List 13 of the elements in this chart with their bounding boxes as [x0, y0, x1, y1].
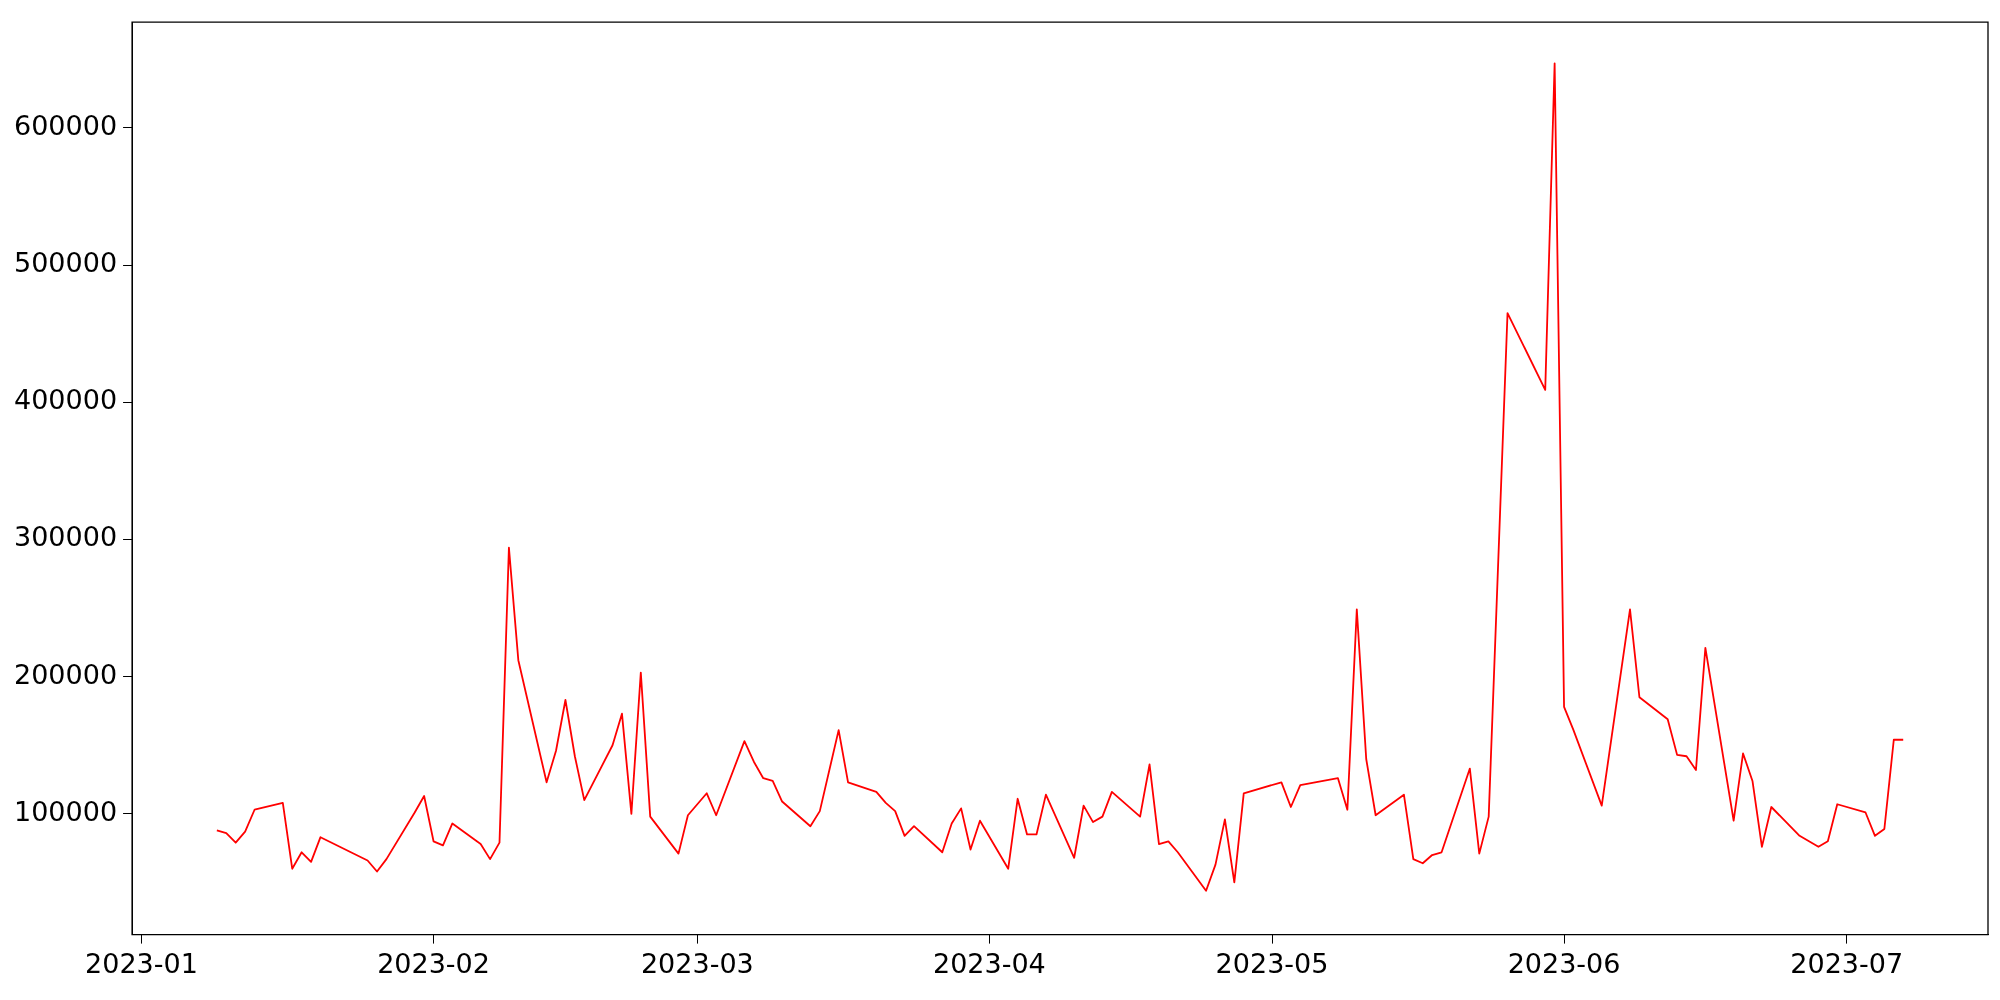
y-tick-label: 400000 — [13, 384, 118, 416]
y-tick-label: 300000 — [13, 521, 118, 553]
y-tick-label: 100000 — [13, 795, 118, 827]
y-tick-label: 500000 — [13, 247, 118, 279]
x-tick-label: 2023-03 — [640, 947, 754, 979]
x-tick-label: 2023-07 — [1790, 947, 1904, 979]
x-tick-label: 2023-05 — [1215, 947, 1329, 979]
y-tick-label: 600000 — [13, 109, 118, 141]
x-tick-label: 2023-04 — [932, 947, 1046, 979]
x-tick-label: 2023-01 — [85, 947, 198, 979]
x-tick-label: 2023-02 — [377, 947, 490, 979]
y-tick-label: 200000 — [13, 658, 118, 690]
x-tick-label: 2023-06 — [1507, 947, 1621, 979]
